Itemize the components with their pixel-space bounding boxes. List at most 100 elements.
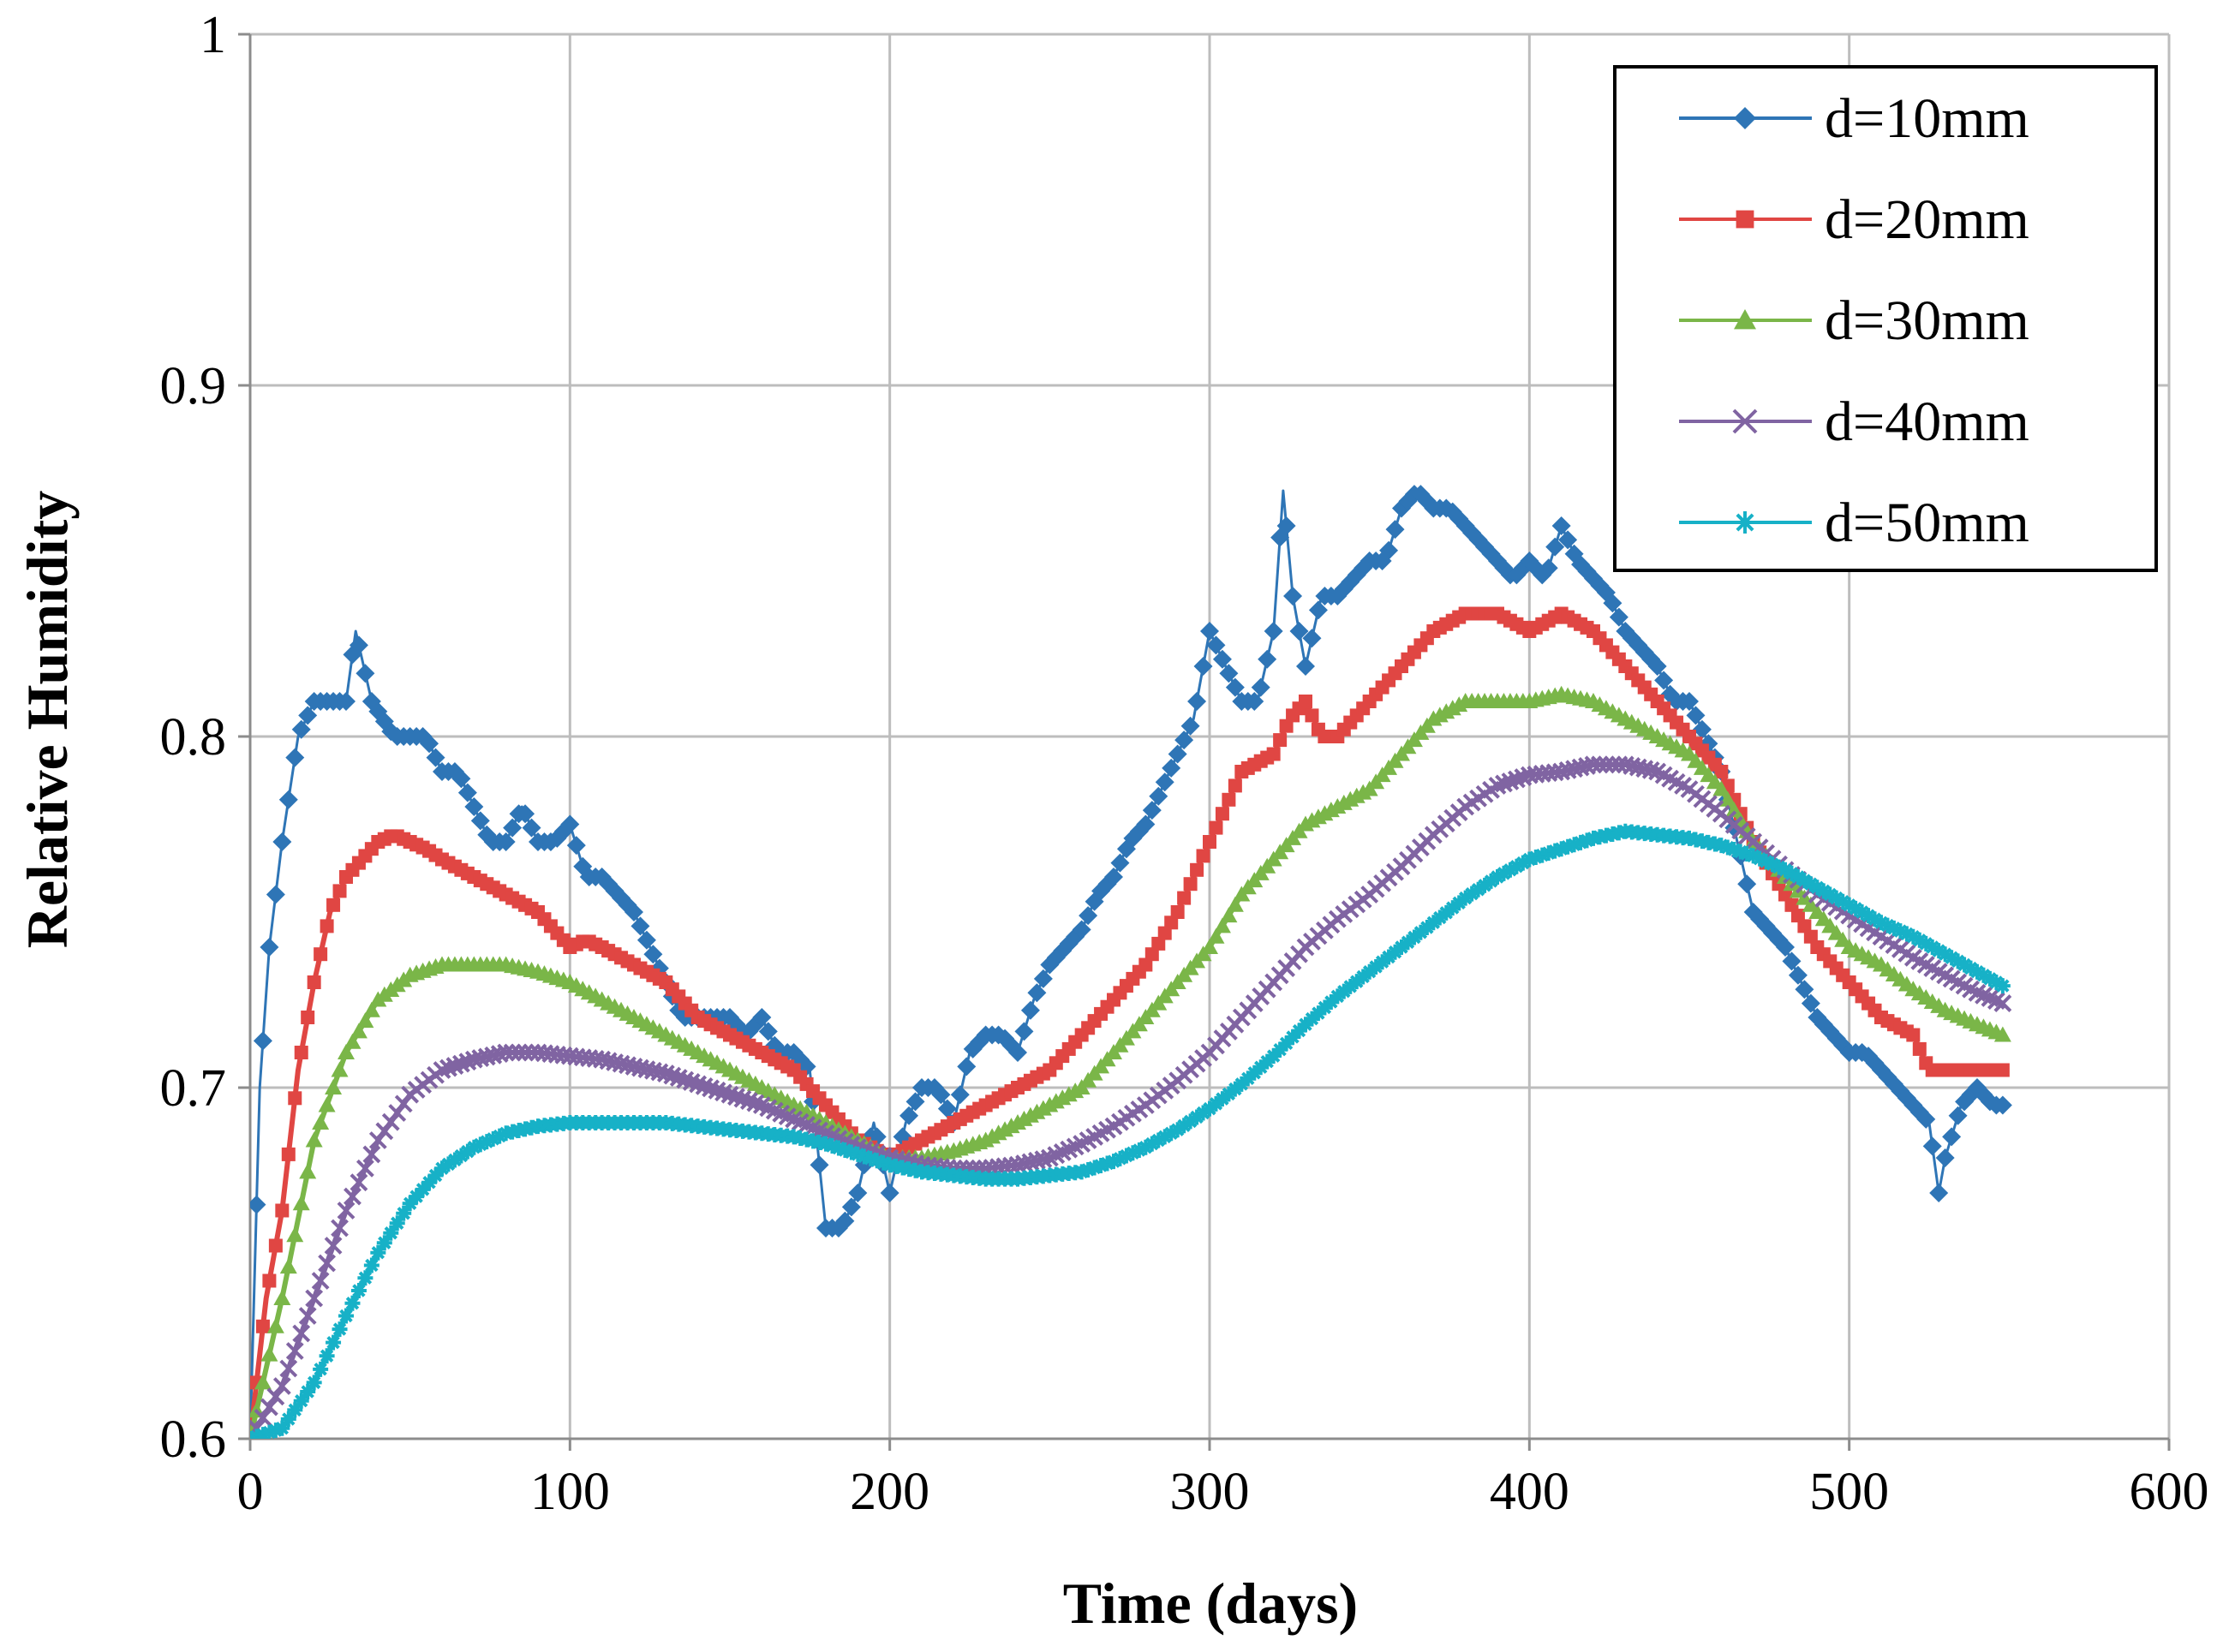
x-tick-label: 300 (1170, 1463, 1250, 1521)
data-point (1616, 755, 1634, 774)
data-point (1931, 943, 1947, 959)
data-point (1406, 929, 1422, 945)
data-point (318, 1254, 337, 1273)
data-point (1552, 762, 1571, 781)
data-point (843, 1144, 859, 1160)
data-point (1298, 1017, 1313, 1033)
data-point (362, 1001, 380, 1017)
data-point (1686, 706, 1706, 725)
data-point (1125, 1145, 1141, 1161)
data-point (338, 1308, 354, 1324)
data-point (1950, 953, 1966, 969)
data-point (1797, 919, 1812, 933)
x-tick-label: 200 (850, 1463, 929, 1521)
data-point (357, 1270, 373, 1286)
data-point (1203, 835, 1216, 849)
data-point (1027, 983, 1047, 1003)
data-point (1202, 1100, 1217, 1117)
data-point (479, 1134, 495, 1150)
data-point (313, 1361, 329, 1377)
data-point (636, 930, 656, 950)
data-point (485, 1130, 501, 1147)
data-point (1906, 1028, 1921, 1042)
data-point (1305, 708, 1319, 723)
series-d=10mm (250, 485, 2012, 1439)
data-point (1381, 949, 1397, 965)
data-point (1822, 886, 1838, 903)
data-point (1144, 1136, 1160, 1152)
data-point (1278, 1035, 1294, 1052)
data-point (272, 1377, 291, 1395)
data-point (863, 1150, 879, 1166)
data-point (630, 916, 650, 936)
data-point (1106, 1154, 1121, 1170)
data-point (593, 1050, 612, 1069)
legend-marker (1734, 309, 1756, 330)
data-point (1190, 862, 1204, 877)
data-point (350, 1173, 368, 1192)
data-point (1745, 848, 1761, 864)
x-tick-label: 0 (237, 1463, 264, 1521)
data-point (293, 1393, 309, 1409)
data-point (356, 664, 375, 683)
data-point (1957, 957, 1973, 973)
data-point (1265, 1048, 1282, 1065)
data-point (497, 1043, 516, 1062)
data-point (318, 1096, 336, 1112)
data-point (837, 1142, 853, 1158)
data-point (1734, 309, 1756, 330)
series-layer (250, 485, 2012, 1439)
data-point (292, 1195, 310, 1211)
data-point (356, 1159, 374, 1178)
data-point (250, 1428, 265, 1439)
data-point (1963, 960, 1979, 976)
data-point (1545, 537, 1565, 557)
data-point (1922, 1136, 1942, 1156)
data-point (824, 1138, 840, 1154)
data-point (320, 919, 334, 933)
data-point (1736, 210, 1754, 229)
data-point (326, 1334, 342, 1351)
data-point (1571, 758, 1590, 777)
data-point (1279, 719, 1294, 733)
data-point (1348, 974, 1365, 990)
data-point (301, 1011, 315, 1024)
data-point (1885, 920, 1902, 936)
legend-label-d40: d=40mm (1825, 391, 2029, 453)
data-point (285, 1342, 304, 1360)
data-point (298, 1307, 317, 1325)
data-point (516, 1043, 535, 1062)
data-point (1790, 869, 1806, 885)
data-point (1193, 657, 1213, 676)
data-point (1726, 842, 1742, 858)
data-point (1400, 934, 1416, 951)
data-point (1873, 915, 1889, 931)
data-point (1220, 907, 1238, 923)
legend-entry-d20: d=20mm (1679, 188, 2029, 251)
data-point (344, 1295, 361, 1311)
data-point (1527, 850, 1544, 866)
data-point (1496, 865, 1512, 881)
data-point (1782, 951, 1802, 971)
data-point (1502, 862, 1518, 878)
data-point (1912, 1041, 1927, 1056)
data-point (1944, 950, 1960, 966)
data-point (1784, 865, 1800, 881)
data-point (1509, 858, 1525, 874)
data-point (472, 1136, 488, 1153)
data-point (376, 1235, 392, 1251)
data-point (253, 1031, 272, 1051)
data-point (250, 1195, 266, 1214)
data-point (1234, 1076, 1250, 1092)
data-point (1579, 832, 1595, 849)
data-point (1809, 880, 1826, 896)
data-point (280, 1411, 296, 1428)
data-point (1628, 758, 1647, 777)
data-point (1558, 530, 1578, 550)
data-point (1540, 845, 1557, 862)
data-point (1603, 593, 1622, 613)
data-point (299, 1163, 317, 1179)
x-tick-label: 100 (530, 1463, 610, 1521)
data-point (324, 1237, 343, 1255)
data-point (937, 1099, 957, 1118)
